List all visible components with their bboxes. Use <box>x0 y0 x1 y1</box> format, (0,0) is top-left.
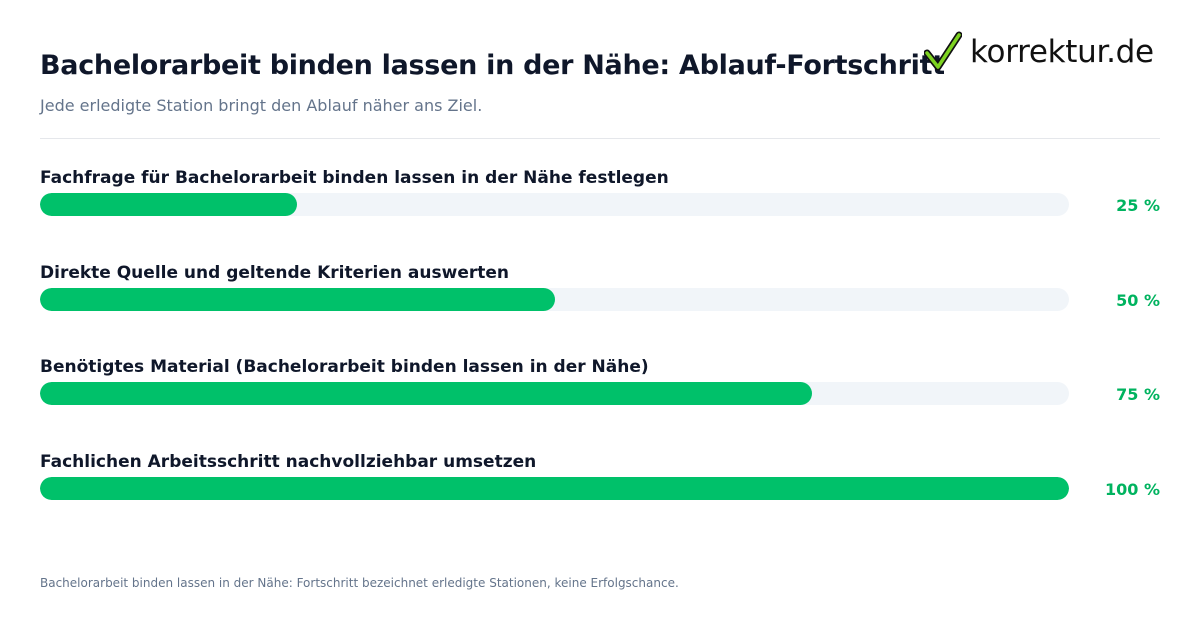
progress-percent-label: 50 % <box>1116 291 1160 310</box>
checkmark-icon <box>924 31 962 71</box>
progress-row: Fachlichen Arbeitsschritt nachvollziehba… <box>40 452 1160 512</box>
progress-row: Fachfrage für Bachelorarbeit binden lass… <box>40 168 1160 228</box>
progress-track <box>40 288 1069 311</box>
footnote: Bachelorarbeit binden lassen in der Nähe… <box>40 576 679 590</box>
progress-fill <box>40 477 1069 500</box>
brand-logo-text: korrektur.de <box>970 34 1154 70</box>
progress-percent-label: 100 % <box>1105 480 1160 499</box>
page-subtitle: Jede erledigte Station bringt den Ablauf… <box>40 96 483 115</box>
progress-track <box>40 193 1069 216</box>
progress-row-label: Direkte Quelle und geltende Kriterien au… <box>40 263 509 283</box>
page-title: Bachelorarbeit binden lassen in der Nähe… <box>40 50 945 81</box>
progress-row-label: Fachlichen Arbeitsschritt nachvollziehba… <box>40 452 537 472</box>
header-divider <box>40 138 1160 139</box>
progress-fill <box>40 382 812 405</box>
progress-track <box>40 382 1069 405</box>
progress-fill <box>40 193 297 216</box>
progress-row: Benötigtes Material (Bachelorarbeit bind… <box>40 357 1160 417</box>
progress-row-label: Benötigtes Material (Bachelorarbeit bind… <box>40 357 649 377</box>
progress-percent-label: 75 % <box>1116 385 1160 404</box>
progress-percent-label: 25 % <box>1116 196 1160 215</box>
progress-track <box>40 477 1069 500</box>
progress-fill <box>40 288 555 311</box>
progress-row: Direkte Quelle und geltende Kriterien au… <box>40 263 1160 323</box>
brand-logo: korrektur.de <box>924 30 1154 74</box>
progress-row-label: Fachfrage für Bachelorarbeit binden lass… <box>40 168 669 188</box>
